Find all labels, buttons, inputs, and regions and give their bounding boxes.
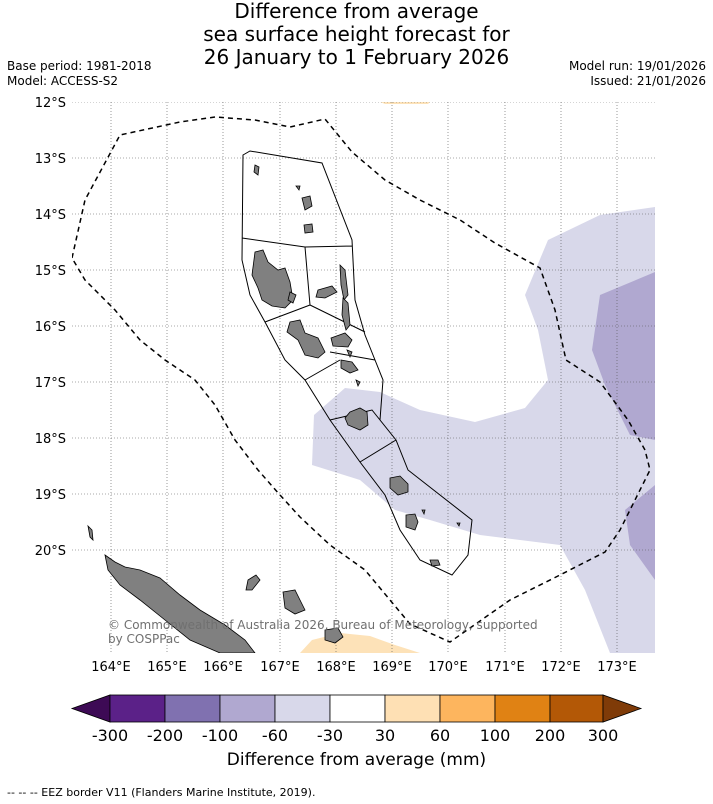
island-ambrym [330, 332, 353, 348]
island-mare [324, 627, 344, 644]
island-aneityum [429, 559, 441, 567]
meta-left: Base period: 1981-2018 Model: ACCESS-S2 [7, 59, 152, 89]
lat-label: 17°S [35, 376, 66, 391]
meta-right: Model run: 19/01/2026 Issued: 21/01/2026 [569, 59, 706, 89]
island-efate [344, 407, 369, 431]
island-belep [87, 524, 94, 542]
colorbar-segment [109, 694, 166, 723]
colorbar-tick-label: 30 [375, 726, 395, 745]
map-title: Difference from average sea surface heig… [0, 0, 713, 69]
colorbar-segment [219, 694, 276, 723]
anomaly-light-purple-region [312, 207, 655, 653]
colorbar-segment [384, 694, 441, 723]
island-erromango [389, 475, 409, 496]
colorbar-min-arrow [70, 694, 111, 723]
title-line-1: Difference from average [234, 0, 479, 23]
colorbar [70, 694, 643, 723]
lon-label: 172°E [541, 660, 581, 675]
colorbar-title: Difference from average (mm) [226, 750, 487, 770]
island-torres [253, 164, 260, 176]
gridlines [72, 102, 655, 653]
eez-legend-note: -- -- -- EEZ border V11 (Flanders Marine… [7, 786, 316, 799]
lon-label: 165°E [147, 660, 187, 675]
anomaly-light-orange-region-south [300, 633, 420, 653]
latitude-labels: 12°S 13°S 14°S 15°S 16°S 17°S 18°S 19°S … [35, 96, 66, 559]
lon-label: 173°E [597, 660, 637, 675]
title-line-3: 26 January to 1 February 2026 [203, 45, 510, 69]
island-hunter [456, 522, 461, 527]
province-boundaries [241, 150, 473, 576]
issued-date: Issued: 21/01/2026 [590, 74, 706, 88]
anomaly-mid-purple-region-north [592, 272, 655, 440]
colorbar-segment [274, 694, 331, 723]
lon-label: 166°E [203, 660, 243, 675]
colorbar-tick-label: -200 [147, 726, 183, 745]
island-matthew [421, 509, 426, 516]
land-masses [87, 164, 461, 653]
colorbar-tick-label: -300 [92, 726, 128, 745]
lon-label: 168°E [316, 660, 356, 675]
island-paama [346, 349, 353, 359]
lat-label: 20°S [35, 544, 66, 559]
island-pentecost [341, 297, 351, 331]
island-epi [340, 359, 359, 374]
lat-label: 16°S [35, 320, 66, 335]
lat-label: 14°S [35, 208, 66, 223]
colorbar-segment [494, 694, 551, 723]
longitude-labels: 164°E 165°E 166°E 167°E 168°E 169°E 170°… [91, 660, 637, 675]
island-malo [287, 291, 297, 304]
map-plot-area: © Commonwealth of Australia 2026, Bureau… [72, 102, 655, 653]
lat-label: 19°S [35, 488, 66, 503]
lat-label: 12°S [35, 96, 66, 111]
colorbar-tick-label: -30 [317, 726, 343, 745]
colorbar-tick-label: 300 [588, 726, 619, 745]
colorbar-segment [164, 694, 221, 723]
island-tongoa [355, 379, 361, 388]
lat-label: 15°S [35, 264, 66, 279]
island-tanna [405, 513, 419, 531]
lat-label: 13°S [35, 152, 66, 167]
colorbar-tick-label: 100 [480, 726, 511, 745]
lon-label: 169°E [372, 660, 412, 675]
model-name: Model: ACCESS-S2 [7, 74, 119, 88]
colorbar-segment [439, 694, 496, 723]
colorbar-max-arrow [602, 694, 643, 723]
lon-label: 164°E [91, 660, 131, 675]
island-lifou [282, 589, 306, 615]
colorbar-segment [549, 694, 604, 723]
island-ureparapara [295, 185, 301, 191]
copyright-line-1: © Commonwealth of Australia 2026, Bureau… [108, 618, 538, 632]
anomaly-mid-purple-region-south [625, 485, 655, 580]
island-gaua [303, 223, 314, 234]
colorbar-segment [329, 694, 386, 723]
island-ambae [315, 285, 338, 299]
island-malekula [286, 319, 326, 359]
island-espiritu-santo [251, 249, 294, 309]
lat-label: 18°S [35, 432, 66, 447]
copyright-line-2: by COSPPac [108, 632, 180, 646]
colorbar-tick-label: -100 [202, 726, 238, 745]
lon-label: 171°E [485, 660, 525, 675]
model-run: Model run: 19/01/2026 [568, 59, 706, 73]
colorbar-tick-label: 60 [430, 726, 450, 745]
lon-label: 167°E [260, 660, 300, 675]
lon-label: 170°E [428, 660, 468, 675]
island-banks-vanua-lava [301, 195, 313, 211]
island-new-caledonia [104, 554, 256, 653]
island-maewo [339, 263, 349, 301]
colorbar-tick-label: -60 [262, 726, 288, 745]
island-loyalty-ouvea [245, 574, 261, 591]
colorbar-tick-label: 200 [535, 726, 566, 745]
anomaly-light-orange-region-north [380, 102, 430, 104]
colorbar-tick-labels: -300 -200 -100 -60 -30 30 60 100 200 300 [92, 726, 618, 745]
base-period: Base period: 1981-2018 [7, 59, 152, 73]
title-line-2: sea surface height forecast for [203, 22, 510, 46]
